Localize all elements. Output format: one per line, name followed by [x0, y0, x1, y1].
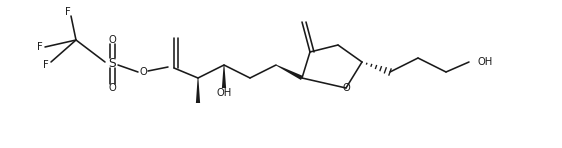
Polygon shape [196, 78, 200, 103]
Text: O: O [342, 83, 350, 93]
Text: F: F [65, 7, 71, 17]
Text: S: S [108, 57, 116, 70]
Text: OH: OH [216, 88, 232, 98]
Polygon shape [276, 65, 303, 80]
Text: O: O [139, 67, 147, 77]
Text: O: O [108, 83, 116, 93]
Text: O: O [108, 35, 116, 45]
Text: F: F [37, 42, 43, 52]
Text: F: F [43, 60, 49, 70]
Text: OH: OH [478, 57, 493, 67]
Polygon shape [222, 65, 226, 88]
